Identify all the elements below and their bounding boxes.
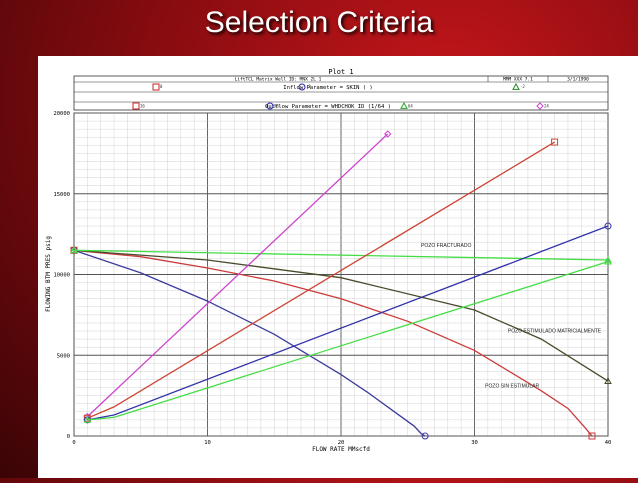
outflow-legend-label: 16	[140, 104, 145, 109]
header-legend: 0 -2 -2 16 96 64 24	[132, 82, 549, 110]
series-line-2	[73, 249, 593, 437]
y-tick-label: 15000	[53, 192, 70, 198]
curve-label: POZO FRACTURADO	[421, 243, 471, 249]
y-tick-label: 5000	[57, 353, 70, 359]
series-line-6	[87, 141, 555, 419]
outflow-legend-label: 96	[274, 104, 279, 109]
curve-label: POZO ESTIMULADO MATRICIALMENTE	[508, 329, 602, 335]
inflow-legend-marker	[298, 83, 306, 91]
info-mid: MMM XXX 7.1	[503, 77, 533, 83]
header-box	[73, 75, 609, 111]
outflow-legend-marker	[400, 101, 408, 109]
series-end-marker	[551, 138, 559, 146]
slide-title: Selection Criteria	[204, 6, 434, 39]
inflow-legend-marker	[512, 82, 520, 90]
outflow-legend-marker	[132, 102, 140, 110]
grid	[73, 112, 609, 437]
info-right: 3/1/1990	[567, 77, 589, 83]
series-end-marker	[421, 432, 429, 440]
series-start-marker	[70, 246, 78, 254]
series-line-8	[87, 260, 609, 421]
curve-labels: POZO FRACTURADO POZO ESTIMULADO MATRICIAL…	[421, 243, 602, 390]
inflow-legend-label: 0	[160, 84, 163, 89]
outflow-legend-label: 24	[544, 104, 549, 109]
curve-label: POZO SIN ESTIMULAR	[485, 384, 539, 390]
series-end-marker	[604, 222, 612, 230]
outflow-legend-marker	[536, 102, 544, 110]
y-axis-label: FLOWING BTM PRES psig	[45, 236, 52, 312]
series-group	[70, 130, 612, 440]
series-line-4	[73, 249, 609, 261]
x-tick-label: 0	[72, 440, 75, 446]
series-line-3	[73, 249, 609, 382]
plot-title: Plot 1	[328, 68, 353, 76]
outflow-label: Outflow Parameter = WHDCHOK ID (1/64 )	[265, 104, 391, 110]
info-left: LiftTCL Matrix Well ID: MNX 2L 1	[235, 77, 322, 83]
y-tick-label: 0	[67, 434, 70, 440]
x-tick-label: 40	[605, 440, 612, 446]
x-tick-label: 30	[471, 440, 478, 446]
y-tick-label: 20000	[53, 111, 70, 117]
y-tick-label: 10000	[53, 273, 70, 279]
axis-ticks: 0 10 20 30 40 0 5000 10000 15000 20000	[53, 111, 611, 446]
outflow-legend-label: 64	[408, 104, 413, 109]
x-axis-label: FLOW RATE MMscfd	[312, 446, 370, 453]
series-line-5	[86, 133, 389, 418]
series-end-marker	[604, 377, 612, 384]
inflow-label: Inflow Parameter = SKIN ( )	[283, 85, 372, 91]
inflow-legend-label: -2	[306, 84, 311, 89]
x-tick-label: 20	[338, 440, 345, 446]
inflow-legend-marker	[152, 83, 160, 91]
series-end-marker	[588, 432, 596, 440]
series-end-marker	[604, 257, 612, 265]
series-line-7	[87, 225, 609, 421]
series-line-1	[73, 249, 426, 437]
series-end-marker	[604, 255, 612, 263]
series-start-marker	[83, 415, 92, 423]
inflow-legend-label: -2	[520, 84, 525, 89]
series-end-marker	[384, 130, 392, 138]
plot-panel: Plot 1 LiftTCL Matrix Well ID: MNX 2L 1 …	[38, 56, 638, 478]
outflow-legend-marker	[266, 102, 274, 110]
x-tick-label: 10	[204, 440, 211, 446]
ipr-vlp-chart: Plot 1 LiftTCL Matrix Well ID: MNX 2L 1 …	[45, 68, 612, 453]
